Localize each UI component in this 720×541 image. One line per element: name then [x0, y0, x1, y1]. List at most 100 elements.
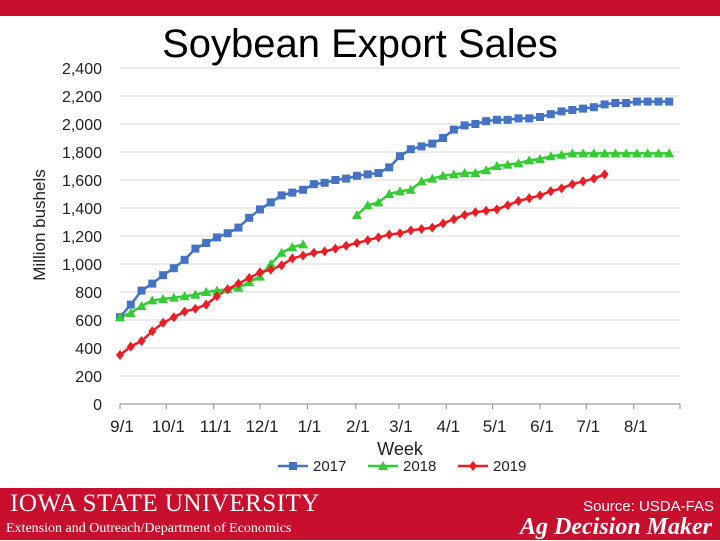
- data-point-2019: [449, 214, 458, 225]
- data-point-2017: [503, 115, 512, 124]
- data-point-2018: [158, 294, 169, 303]
- series-lines: [119, 100, 670, 356]
- data-point-2018: [524, 155, 535, 165]
- gridlines: [120, 67, 680, 405]
- y-tick-label: 600: [75, 313, 102, 330]
- data-point-2017: [374, 169, 383, 177]
- data-point-2017: [331, 176, 340, 184]
- data-point-2017: [579, 104, 588, 113]
- data-point-2017: [632, 97, 641, 106]
- data-point-2019: [503, 200, 512, 211]
- data-point-2019: [557, 183, 566, 194]
- x-tick-label: 10/1: [152, 417, 185, 436]
- data-point-2018: [201, 287, 212, 296]
- data-point-2019: [428, 222, 437, 233]
- series-markers: [115, 97, 675, 360]
- data-point-2017: [525, 114, 534, 123]
- x-tick-label: 8/1: [624, 417, 648, 436]
- data-point-2017: [514, 114, 523, 123]
- data-point-2017: [223, 229, 232, 238]
- data-point-2017: [342, 174, 351, 183]
- data-point-2017: [212, 233, 221, 242]
- data-point-2019: [525, 193, 534, 204]
- x-tick-label: 9/1: [110, 417, 134, 436]
- data-point-2018: [567, 148, 578, 158]
- data-point-2017: [169, 264, 178, 273]
- data-point-2018: [556, 149, 567, 159]
- y-axis-label: Million bushels: [30, 169, 49, 281]
- x-tick-label: 1/1: [298, 417, 322, 436]
- data-point-2018: [588, 148, 599, 158]
- data-point-2017: [482, 117, 491, 126]
- data-point-2017: [159, 271, 168, 280]
- y-tick-label: 1,800: [62, 145, 102, 162]
- data-point-2017: [363, 170, 372, 179]
- data-point-2017: [568, 106, 577, 114]
- data-point-2019: [212, 291, 221, 302]
- data-point-2019: [352, 238, 361, 248]
- data-point-2017: [256, 205, 264, 214]
- data-point-2017: [492, 115, 501, 124]
- data-point-2018: [416, 176, 427, 186]
- x-tick-label: 11/1: [200, 417, 232, 436]
- data-point-2017: [557, 107, 566, 116]
- data-point-2019: [460, 210, 469, 220]
- data-point-2017: [428, 139, 437, 148]
- data-point-2018: [168, 292, 179, 302]
- data-point-2018: [351, 210, 362, 219]
- data-point-2018: [481, 165, 492, 175]
- series-line-2019: [119, 173, 606, 356]
- data-point-2019: [126, 341, 135, 352]
- y-tick-label: 400: [75, 341, 102, 358]
- data-point-2018: [136, 301, 147, 310]
- data-point-2019: [492, 204, 501, 215]
- legend-label: 2018: [403, 458, 436, 475]
- data-point-2019: [245, 273, 254, 283]
- data-point-2019: [159, 317, 168, 328]
- series-line-2018: [119, 243, 304, 319]
- university-wordmark: IOWA STATE UNIVERSITY: [10, 490, 320, 517]
- legend-marker: [289, 462, 297, 470]
- data-point-2018: [125, 308, 136, 317]
- data-point-2019: [514, 196, 523, 206]
- data-point-2018: [373, 197, 384, 207]
- data-point-2019: [180, 306, 189, 317]
- data-point-2018: [211, 285, 222, 295]
- data-point-2019: [417, 224, 426, 234]
- y-tick-label: 1,400: [62, 201, 102, 218]
- data-point-2018: [190, 289, 201, 299]
- data-point-2017: [385, 163, 394, 172]
- data-point-2019: [169, 312, 178, 323]
- data-point-2017: [309, 180, 318, 189]
- data-point-2017: [148, 279, 157, 288]
- y-tick-label: 1,600: [62, 173, 102, 190]
- data-point-2017: [320, 178, 329, 187]
- data-point-2019: [191, 303, 200, 314]
- export-sales-chart: 0 200 400 600 800 1,000 1,200 1,400 1,600 1,800 2,…: [30, 61, 681, 475]
- data-point-2017: [352, 171, 361, 180]
- data-point-2018: [470, 168, 481, 177]
- data-point-2019: [266, 264, 275, 275]
- brand-wordmark: Ag Decision Maker: [520, 514, 712, 540]
- data-point-2019: [234, 278, 243, 289]
- source-note: Source: USDA-FAS: [583, 498, 714, 515]
- data-point-2019: [482, 205, 491, 216]
- data-point-2018: [115, 312, 125, 322]
- x-tick-label: 6/1: [530, 417, 554, 436]
- data-point-2017: [245, 213, 254, 222]
- y-tick-label: 2,400: [62, 61, 102, 78]
- data-point-2017: [277, 191, 286, 200]
- data-point-2019: [600, 169, 609, 180]
- x-tick-label: 12/1: [245, 417, 278, 436]
- data-point-2018: [448, 169, 459, 179]
- x-tick-label: 7/1: [576, 417, 600, 436]
- data-point-2018: [395, 186, 405, 196]
- data-point-2018: [610, 148, 621, 158]
- data-point-2017: [191, 244, 200, 253]
- data-point-2019: [342, 240, 351, 251]
- y-tick-label: 0: [93, 397, 102, 414]
- data-point-2019: [589, 173, 598, 184]
- data-point-2017: [546, 110, 555, 119]
- data-point-2018: [265, 259, 276, 268]
- data-point-2019: [536, 190, 544, 201]
